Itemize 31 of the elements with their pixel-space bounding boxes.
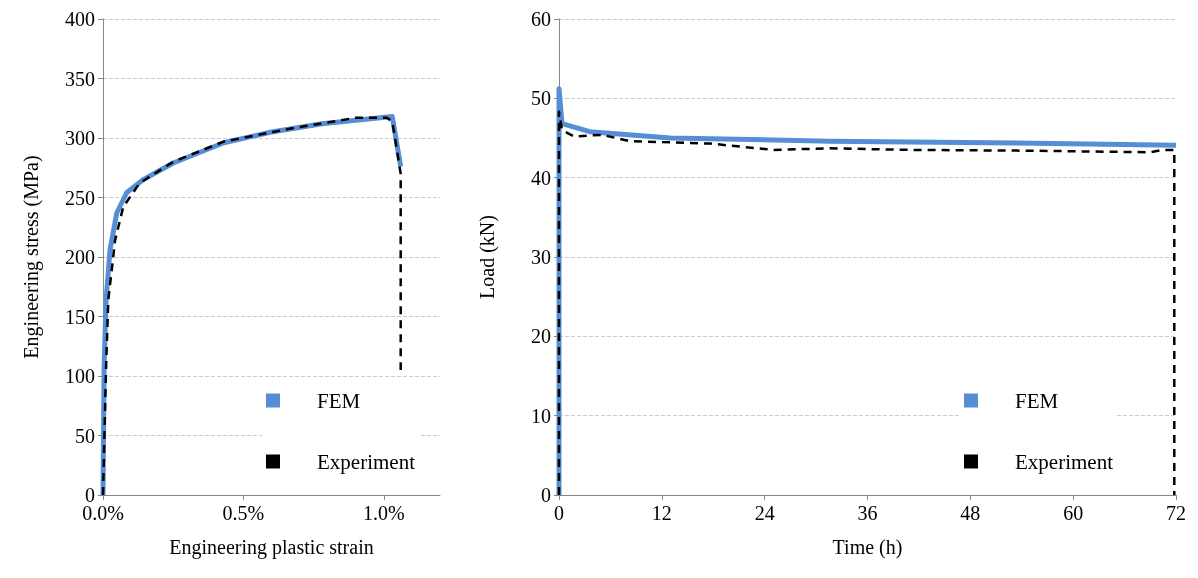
y-tick-label: 20 <box>531 325 551 348</box>
x-tick-label: 0.5% <box>222 502 265 524</box>
x-axis-title: Time (h) <box>832 536 903 559</box>
y-tick-label: 50 <box>75 424 95 447</box>
y-tick-label: 60 <box>531 8 551 30</box>
y-tick-label: 400 <box>65 8 95 30</box>
x-tick-label: 1.0% <box>363 502 405 524</box>
y-tick-label: 40 <box>531 166 551 189</box>
y-tick-label: 30 <box>531 246 551 268</box>
y-tick-label: 0 <box>541 484 551 506</box>
x-tick-label: 72 <box>1166 502 1186 524</box>
x-tick-label: 24 <box>754 502 775 524</box>
x-tick-label: 48 <box>960 502 981 524</box>
y-tick-label: 350 <box>65 67 95 90</box>
legend-label: FEM <box>317 388 361 413</box>
legend-label: Experiment <box>317 449 416 474</box>
y-tick-label: 50 <box>531 87 551 110</box>
legend-label: Experiment <box>1015 449 1114 474</box>
x-axis-title: Engineering plastic strain <box>169 536 374 559</box>
y-tick-label: 100 <box>65 365 95 387</box>
y-tick-label: 10 <box>531 404 551 427</box>
x-tick-label: 60 <box>1063 502 1084 524</box>
legend-label: FEM <box>1015 388 1059 413</box>
x-tick-label: 12 <box>651 502 672 524</box>
y-tick-label: 150 <box>65 305 95 328</box>
y-axis-title: Load (kN) <box>476 215 499 299</box>
y-tick-label: 200 <box>65 246 95 268</box>
y-axis-title: Engineering stress (MPa) <box>20 155 43 359</box>
x-tick-label: 36 <box>857 502 878 524</box>
y-tick-label: 300 <box>65 127 95 149</box>
y-tick-label: 250 <box>65 186 95 209</box>
